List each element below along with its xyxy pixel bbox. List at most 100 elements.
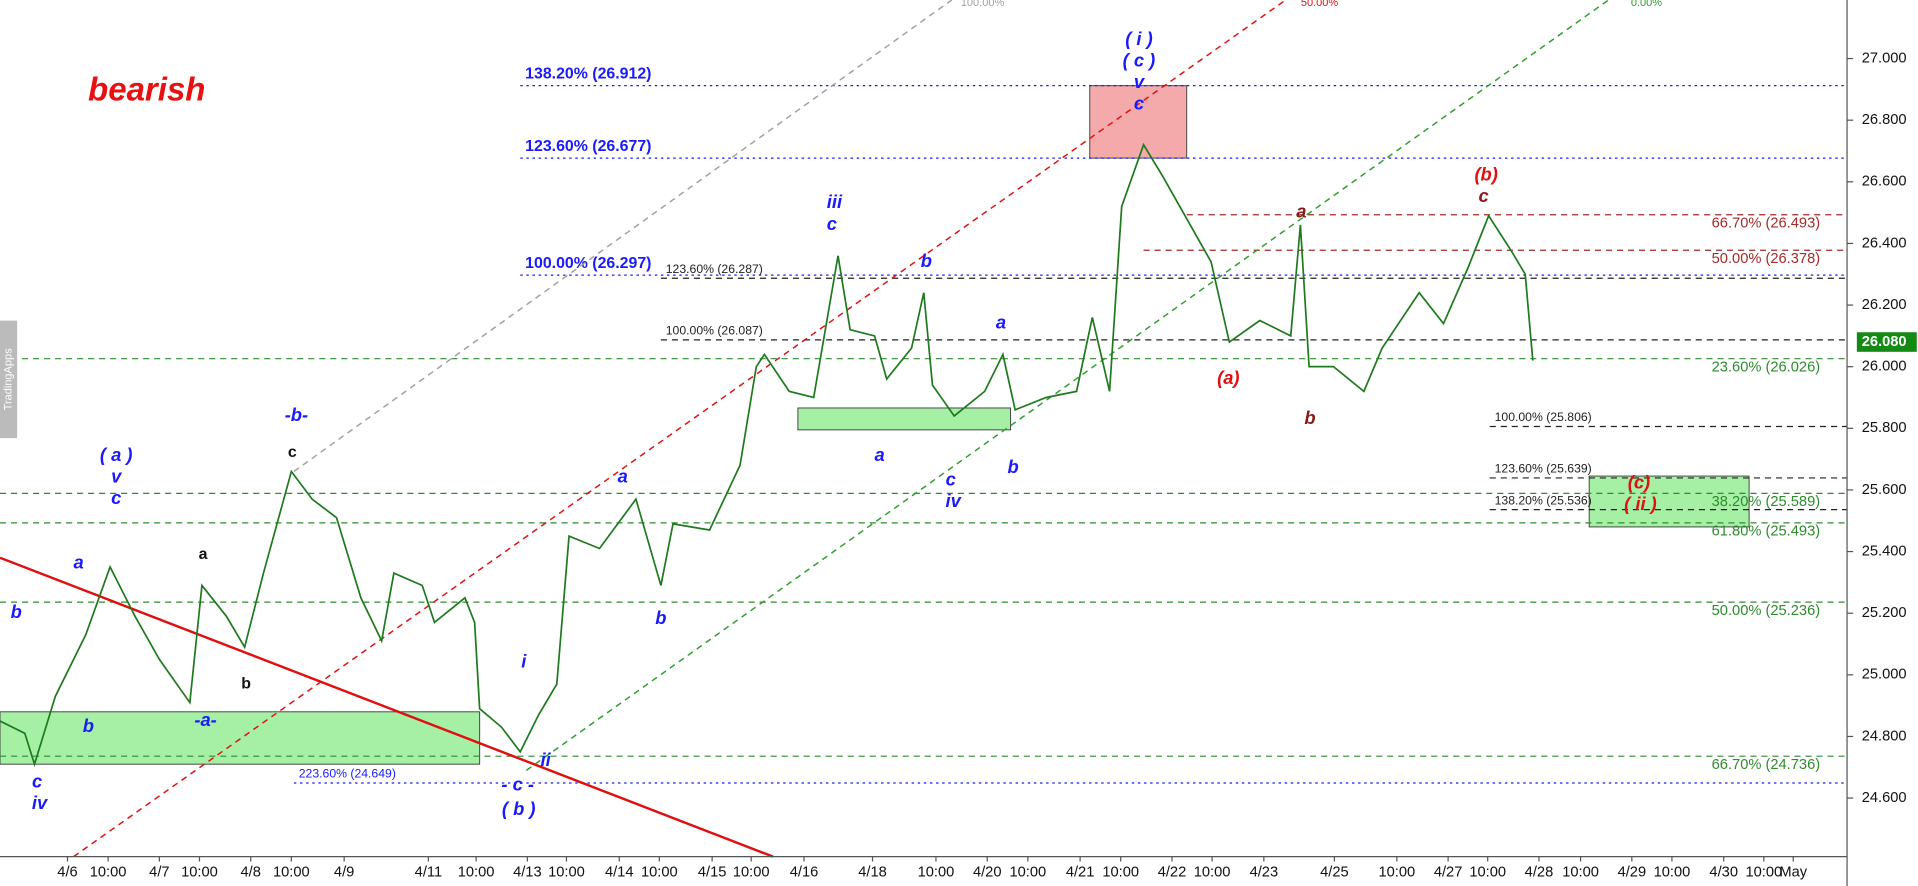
wave-label: ( i ): [1125, 28, 1153, 49]
line-tag: 50.00%: [1301, 0, 1339, 9]
x-tick-label: 4/25: [1320, 864, 1349, 880]
fib-level-label: 66.70% (24.736): [1712, 757, 1820, 773]
y-tick-label: 25.600: [1862, 482, 1907, 498]
zone: [797, 407, 1012, 431]
x-tick-label: 10:00: [1194, 864, 1231, 880]
fib-level-label: 100.00% (26.297): [525, 255, 651, 272]
x-tick-label: 4/15: [698, 864, 727, 880]
fib-level-label: 100.00% (26.087): [666, 324, 763, 338]
wave-label: iii: [827, 191, 843, 212]
watermark: TradingApps: [2, 348, 14, 410]
x-tick-label: 10:00: [458, 864, 495, 880]
wave-label: a: [875, 444, 885, 465]
zone: [1588, 475, 1750, 528]
wave-label: c: [111, 487, 121, 508]
x-tick-label: 10:00: [733, 864, 770, 880]
x-tick-label: 10:00: [548, 864, 585, 880]
fib-level-label: 123.60% (26.287): [666, 262, 763, 276]
wave-label: iv: [32, 792, 49, 813]
price-line: [0, 142, 1534, 768]
wave-label: - c -: [501, 774, 534, 795]
chart-title: bearish: [88, 70, 205, 107]
fib-level-label: 123.60% (26.677): [525, 138, 651, 155]
watermark-box: [0, 320, 18, 439]
x-tick-label: 4/20: [973, 864, 1002, 880]
last-price-label: 26.080: [1862, 334, 1907, 350]
wave-label: c: [1479, 185, 1489, 206]
wave-label: i: [521, 650, 527, 671]
x-tick-label: 10:00: [90, 864, 127, 880]
x-tick-label: 4/27: [1434, 864, 1463, 880]
last-price-tag: [1856, 332, 1917, 352]
wave-label: c: [288, 444, 297, 461]
y-tick-label: 25.200: [1862, 605, 1907, 621]
x-tick-label: 4/8: [241, 864, 261, 880]
y-tick-label: 25.000: [1862, 667, 1907, 683]
fib-level-label: 23.60% (26.026): [1712, 359, 1820, 375]
x-tick-label: May: [1779, 864, 1807, 880]
wave-label: b: [1304, 407, 1315, 428]
x-tick-label: 10:00: [918, 864, 955, 880]
x-tick-label: 4/22: [1158, 864, 1187, 880]
x-tick-label: 10:00: [1654, 864, 1691, 880]
wave-label: b: [921, 250, 932, 271]
x-tick-label: 10:00: [1009, 864, 1046, 880]
wave-label: ( b ): [502, 798, 536, 819]
x-tick-label: 10:00: [1562, 864, 1599, 880]
y-tick-label: 26.800: [1862, 112, 1907, 128]
x-tick-label: 10:00: [1378, 864, 1415, 880]
wave-label: ii: [541, 749, 552, 770]
x-tick-label: 10:00: [273, 864, 310, 880]
y-tick-label: 24.800: [1862, 728, 1907, 744]
wave-label: v: [1134, 71, 1146, 92]
wave-label: a: [74, 552, 84, 573]
wave-label: (c): [1628, 472, 1650, 493]
wave-label: c: [827, 213, 837, 234]
zone: [0, 711, 481, 765]
axes: 24.600 24.800 25.000 25.200 25.400 25.600 25.8…: [57, 0, 1918, 886]
wave-label: b: [11, 601, 22, 622]
wave-label: b: [1008, 456, 1019, 477]
x-tick-label: 4/11: [415, 864, 442, 880]
wave-label: ( ii ): [1624, 493, 1657, 514]
fib-level-label: 50.00% (25.236): [1712, 603, 1820, 619]
trendline: [73, 0, 1287, 858]
y-tick-label: 24.600: [1862, 790, 1907, 806]
trendline: [293, 0, 953, 473]
fib-level-label: 138.20% (25.536): [1495, 493, 1592, 507]
wave-label: c: [1134, 93, 1144, 114]
y-tick-label: 25.400: [1862, 543, 1907, 559]
wave-label: ( c ): [1123, 49, 1156, 70]
wave-label: a: [199, 546, 208, 563]
trendline: [525, 0, 1609, 771]
line-tag: 0.00%: [1631, 0, 1662, 9]
x-tick-label: 4/18: [858, 864, 887, 880]
wave-label: b: [83, 715, 94, 736]
wave-label: (a): [1217, 367, 1239, 388]
fib-level-label: 50.00% (26.378): [1712, 251, 1820, 267]
wave-label: a: [996, 311, 1006, 332]
fib-level-label: 100.00% (25.806): [1495, 410, 1592, 424]
wave-label: -a-: [194, 709, 216, 730]
x-tick-label: 4/7: [149, 864, 169, 880]
y-tick-label: 27.000: [1862, 50, 1907, 66]
x-tick-label: 4/21: [1066, 864, 1095, 880]
x-tick-label: 4/14: [605, 864, 634, 880]
trendline: [0, 556, 774, 858]
y-tick-label: 25.800: [1862, 420, 1907, 436]
x-tick-label: 10:00: [181, 864, 218, 880]
wave-label: -b-: [285, 404, 308, 425]
x-tick-label: 10:00: [641, 864, 678, 880]
x-tick-label: 4/6: [57, 864, 77, 880]
wave-label: b: [241, 675, 251, 692]
wave-label: b: [655, 607, 666, 628]
y-axis-bg: [1848, 0, 1918, 886]
y-tick-label: 26.400: [1862, 235, 1907, 251]
wave-label: (b): [1474, 163, 1497, 184]
x-tick-label: 4/9: [334, 864, 354, 880]
y-tick-label: 26.600: [1862, 174, 1907, 190]
wave-label: v: [111, 465, 123, 486]
wave-label: c: [32, 771, 42, 792]
